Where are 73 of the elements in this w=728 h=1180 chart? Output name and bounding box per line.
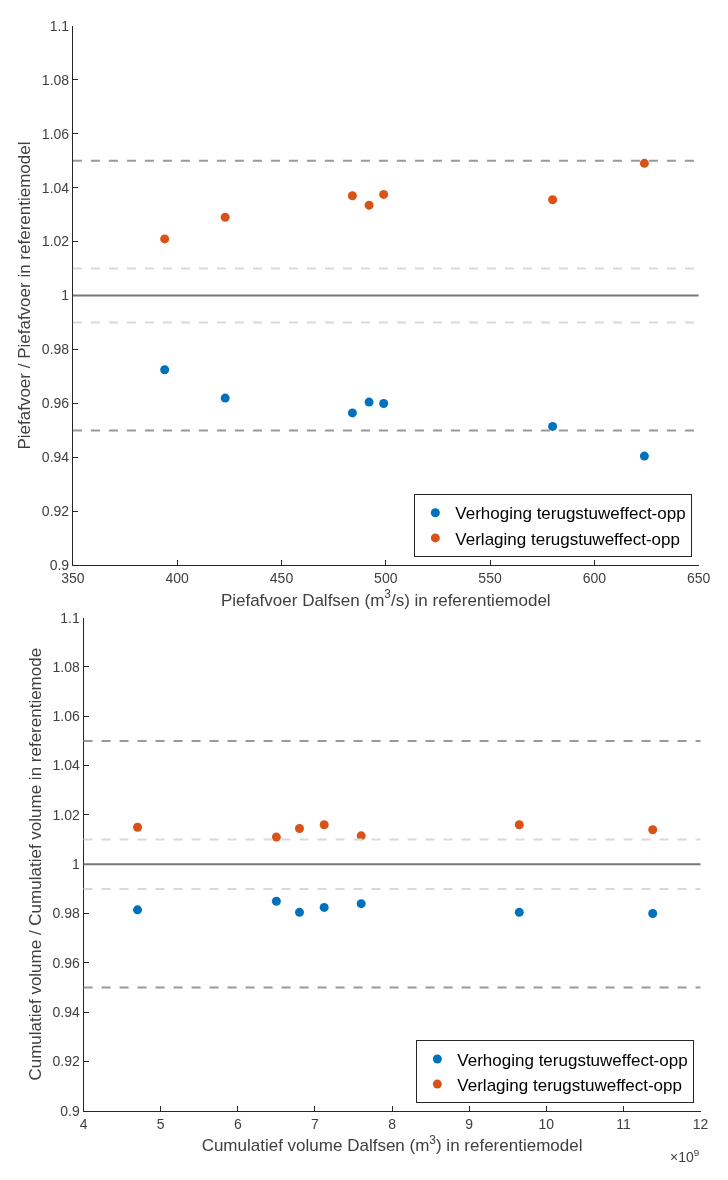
point (220, 393, 230, 403)
point (295, 823, 304, 833)
x-axis-title: Cumulatief volume Dalfsen (m$^{3}$) in referentiemodel (201, 1132, 583, 1156)
text: ×10$^{9}$ (670, 1147, 700, 1165)
y-tick-label: 0.98 (41, 341, 70, 358)
x-tick-label: 5 (156, 1115, 165, 1132)
point (648, 825, 658, 835)
x-tick-label: 11 (616, 1115, 631, 1132)
y-tick-label: 0.92 (52, 1053, 80, 1070)
point (548, 421, 558, 431)
y-tick-label: 1.1 (60, 609, 80, 626)
point (639, 451, 649, 461)
x-tick-label: 6 (233, 1115, 242, 1132)
point (548, 195, 558, 205)
y-tick-label: 1.04 (41, 179, 70, 196)
legend-label: Verlaging terugstuweffect-opp (455, 529, 680, 549)
y-tick-label: 0.96 (52, 954, 80, 971)
x-tick-label: 650 (686, 570, 711, 587)
x-tick-label: 600 (582, 570, 607, 587)
point (379, 398, 389, 408)
x-tick-label: 500 (374, 570, 398, 587)
point (514, 820, 524, 830)
point (319, 820, 329, 830)
x-tick-label: 12 (692, 1115, 709, 1132)
legend-label: Verlaging terugstuweffect-opp (457, 1075, 682, 1095)
point (220, 212, 230, 222)
point (356, 899, 366, 909)
y-tick-label: 1.02 (41, 233, 70, 250)
point (347, 408, 357, 418)
point (160, 365, 170, 375)
x-tick-label: 7 (311, 1115, 320, 1132)
point (639, 158, 649, 168)
y-tick-label: 1.08 (41, 71, 70, 88)
point (271, 832, 281, 842)
x-tick-label: 10 (538, 1115, 555, 1132)
legend-label: Verhoging terugstuweffect-opp (457, 1050, 688, 1070)
point (319, 902, 329, 912)
point (379, 189, 389, 199)
point (271, 896, 281, 906)
y-tick-label: 0.92 (41, 503, 70, 520)
y-axis-title: Piefafvoer / Piefafvoer in referentiemodel (15, 141, 35, 450)
y-tick-label: 0.9 (60, 1102, 80, 1119)
y-tick-label: 0.96 (41, 395, 70, 412)
x-axis-title: Piefafvoer Dalfsen (m$^{3}$/s) in referentiemodel (220, 587, 551, 610)
y-tick-label: 1.06 (41, 125, 70, 142)
point (160, 234, 170, 244)
y-tick-label: 0.94 (52, 1004, 80, 1021)
y-tick-label: 1.1 (49, 17, 70, 34)
y-tick-label: 1 (61, 287, 70, 304)
y-tick-label: 1.08 (52, 658, 80, 675)
y-tick-label: 0.94 (41, 449, 70, 466)
y-tick-label: 0.98 (52, 905, 80, 922)
legend-label: Verhoging terugstuweffect-opp (455, 504, 686, 524)
x-tick-label: 4 (79, 1115, 88, 1132)
point (648, 909, 658, 919)
y-tick-label: 1 (71, 856, 80, 873)
point (133, 905, 143, 915)
point (347, 191, 357, 201)
point (356, 831, 366, 841)
x-tick-label: 400 (165, 570, 190, 587)
y-tick-label: 1.06 (52, 708, 80, 725)
x-tick-label: 9 (465, 1115, 474, 1132)
x-tick-label: 550 (478, 570, 502, 587)
y-tick-label: 1.04 (52, 757, 80, 774)
y-axis-title: Cumulatief volume / Cumulatief volume in referentiemode (26, 647, 46, 1081)
y-tick-label: 1.02 (52, 806, 80, 823)
x-tick-label: 450 (269, 570, 294, 587)
point (364, 397, 374, 407)
point (133, 822, 143, 832)
point (514, 907, 524, 917)
x-tick-label: 8 (388, 1115, 397, 1132)
point (364, 200, 374, 210)
point (295, 907, 304, 917)
